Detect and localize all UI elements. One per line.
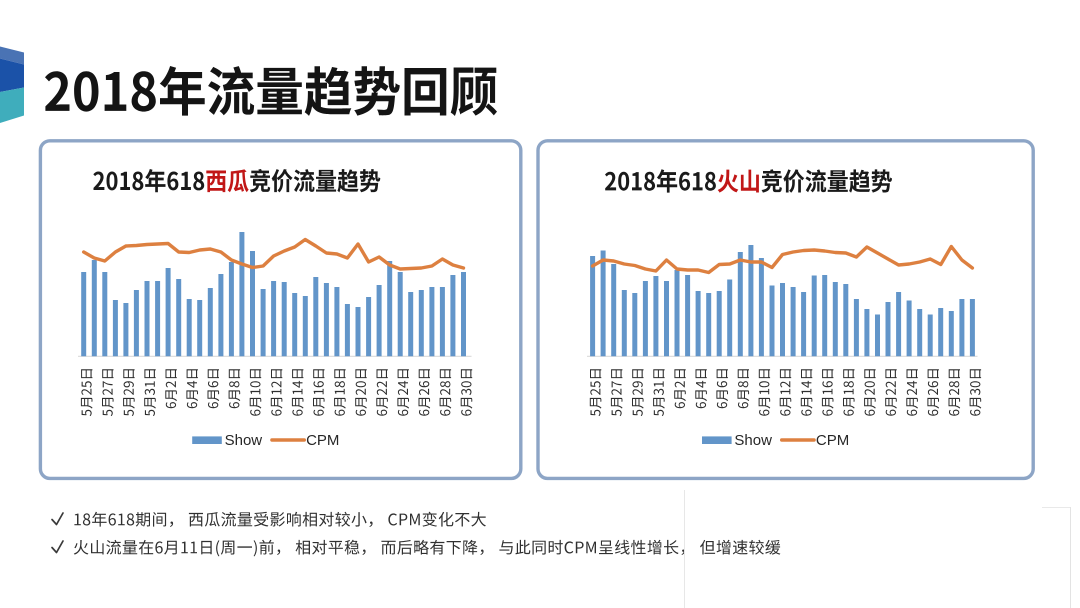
svg-text:Show: Show: [225, 432, 263, 449]
svg-text:Show: Show: [734, 432, 772, 449]
svg-text:CPM: CPM: [816, 432, 849, 449]
svg-text:CPM: CPM: [306, 432, 339, 449]
